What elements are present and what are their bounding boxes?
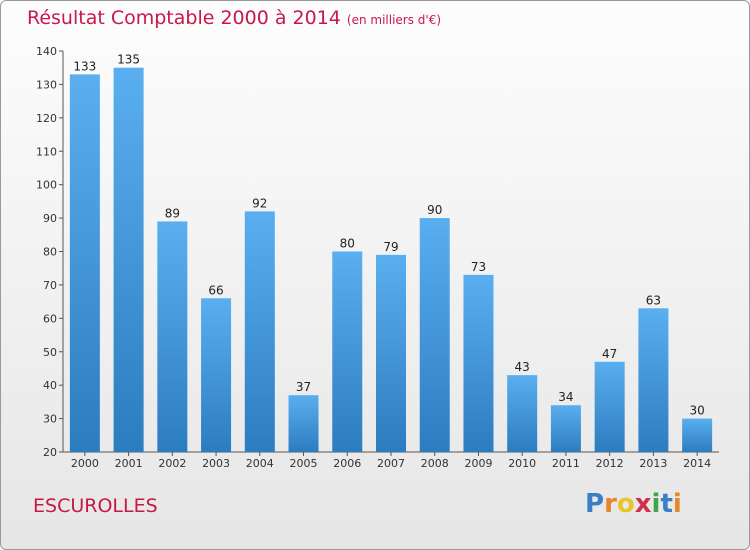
- bar: [682, 418, 713, 452]
- x-tick-label: 2008: [421, 457, 449, 470]
- y-tick-label: 90: [43, 212, 57, 225]
- logo-letter: i: [651, 489, 661, 519]
- x-tick-label: 2007: [377, 457, 405, 470]
- x-tick-label: 2012: [596, 457, 624, 470]
- x-tick-label: 2006: [333, 457, 361, 470]
- bar-value-label: 73: [471, 260, 486, 274]
- bar: [332, 251, 363, 452]
- chart-subtitle: (en milliers d'€): [346, 13, 442, 27]
- y-tick-label: 80: [43, 246, 57, 259]
- chart-title: Résultat Comptable 2000 à 2014 (en millie…: [27, 7, 442, 29]
- x-tick-label: 2011: [552, 457, 580, 470]
- bar: [463, 274, 494, 452]
- bar: [594, 361, 625, 452]
- bar-value-label: 43: [515, 360, 530, 374]
- bar-value-label: 89: [165, 206, 180, 220]
- bar-value-label: 63: [646, 293, 661, 307]
- bar: [69, 74, 100, 453]
- logo-letter: o: [616, 489, 635, 519]
- bar: [201, 298, 232, 452]
- x-tick-label: 2010: [508, 457, 536, 470]
- bar: [157, 221, 188, 452]
- x-tick-label: 2009: [464, 457, 492, 470]
- y-tick-label: 110: [36, 145, 57, 158]
- bar-value-label: 34: [558, 390, 573, 404]
- x-tick-label: 2013: [639, 457, 667, 470]
- bar-value-label: 37: [296, 380, 311, 394]
- y-tick-label: 30: [43, 413, 57, 426]
- x-tick-label: 2001: [115, 457, 143, 470]
- commune-name: ESCUROLLES: [33, 495, 158, 517]
- bar-value-label: 30: [689, 404, 704, 418]
- bar: [550, 405, 581, 452]
- y-tick-label: 70: [43, 279, 57, 292]
- x-tick-label: 2004: [246, 457, 274, 470]
- bar-value-label: 80: [340, 237, 355, 251]
- y-tick-label: 120: [36, 112, 57, 125]
- proxiti-logo[interactable]: Proxiti: [585, 489, 682, 519]
- bar-value-label: 133: [73, 59, 96, 73]
- bar: [244, 211, 275, 452]
- y-tick-label: 50: [43, 346, 57, 359]
- bar-value-label: 92: [252, 196, 267, 210]
- y-tick-label: 130: [36, 78, 57, 91]
- logo-letter: x: [634, 489, 652, 519]
- x-tick-label: 2002: [158, 457, 186, 470]
- bar: [288, 395, 319, 452]
- logo-letter: r: [604, 489, 617, 519]
- x-tick-label: 2003: [202, 457, 230, 470]
- bar: [507, 375, 538, 452]
- bar: [419, 218, 450, 452]
- y-tick-label: 40: [43, 379, 57, 392]
- bar: [638, 308, 669, 452]
- x-tick-label: 2000: [71, 457, 99, 470]
- logo-letter: i: [672, 489, 682, 519]
- x-tick-label: 2014: [683, 457, 711, 470]
- y-tick-label: 100: [36, 179, 57, 192]
- bar-value-label: 90: [427, 203, 442, 217]
- logo-letter: t: [660, 489, 673, 519]
- bar: [376, 254, 406, 452]
- bar-value-label: 66: [208, 283, 223, 297]
- bar-value-label: 47: [602, 347, 617, 361]
- y-tick-label: 20: [43, 446, 57, 459]
- logo-letter: P: [585, 489, 605, 519]
- bar: [113, 67, 144, 452]
- y-tick-label: 140: [36, 45, 57, 58]
- y-tick-label: 60: [43, 312, 57, 325]
- bar-value-label: 135: [117, 53, 140, 67]
- bar-value-label: 79: [383, 240, 398, 254]
- x-tick-label: 2005: [290, 457, 318, 470]
